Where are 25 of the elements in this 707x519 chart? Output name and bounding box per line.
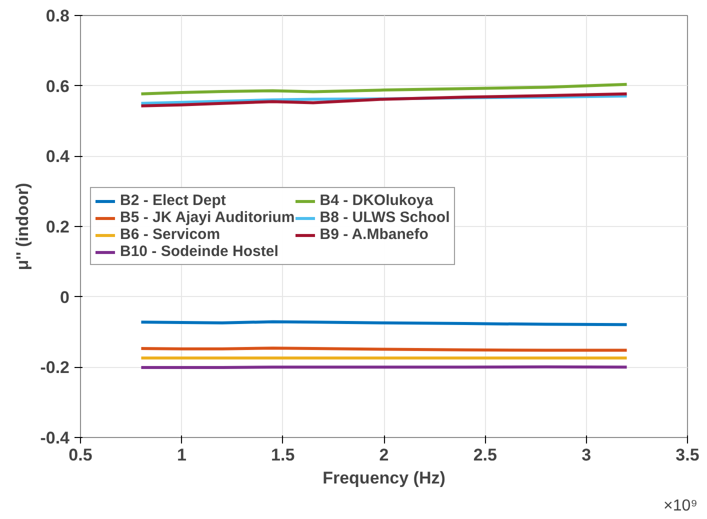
x-tick-label: 1 — [176, 446, 186, 464]
legend-label: B2 - Elect Dept — [120, 192, 226, 209]
x-axis-title: Frequency (Hz) — [322, 468, 446, 488]
y-axis-title: μ'' (indoor) — [13, 182, 32, 270]
text: ×10⁹ — [664, 498, 698, 514]
legend-label: B6 - Servicom — [120, 226, 220, 243]
y-tick-label: -0.4 — [40, 428, 70, 448]
legend-label: B8 - ULWS School — [320, 209, 450, 226]
y-tick-label: 0.4 — [46, 147, 70, 166]
x-tick-label: 3.5 — [676, 446, 700, 464]
y-tick-label: 0.6 — [46, 76, 70, 96]
line-series — [140, 82, 628, 96]
y-tick-label: -0.2 — [40, 358, 70, 378]
x-tick-label: 1.5 — [271, 446, 295, 464]
x-tick-label: 3 — [582, 446, 592, 464]
legend-label: B9 - A.Mbanefo — [320, 226, 428, 243]
legend-label: B5 - JK Ajayi Auditorium — [120, 209, 295, 226]
x-tick-label: 2.5 — [473, 446, 497, 464]
y-tick-label: 0 — [60, 288, 70, 307]
legend-label: B10 - Sodeinde Hostel — [120, 243, 278, 260]
x-tick-label: 0.5 — [68, 446, 92, 464]
y-tick-label: 0.2 — [46, 218, 70, 236]
legend-label: B4 - DKOlukoya — [320, 192, 434, 209]
x-tick-label: 2 — [379, 446, 389, 464]
y-tick-label: 0.8 — [46, 6, 70, 26]
